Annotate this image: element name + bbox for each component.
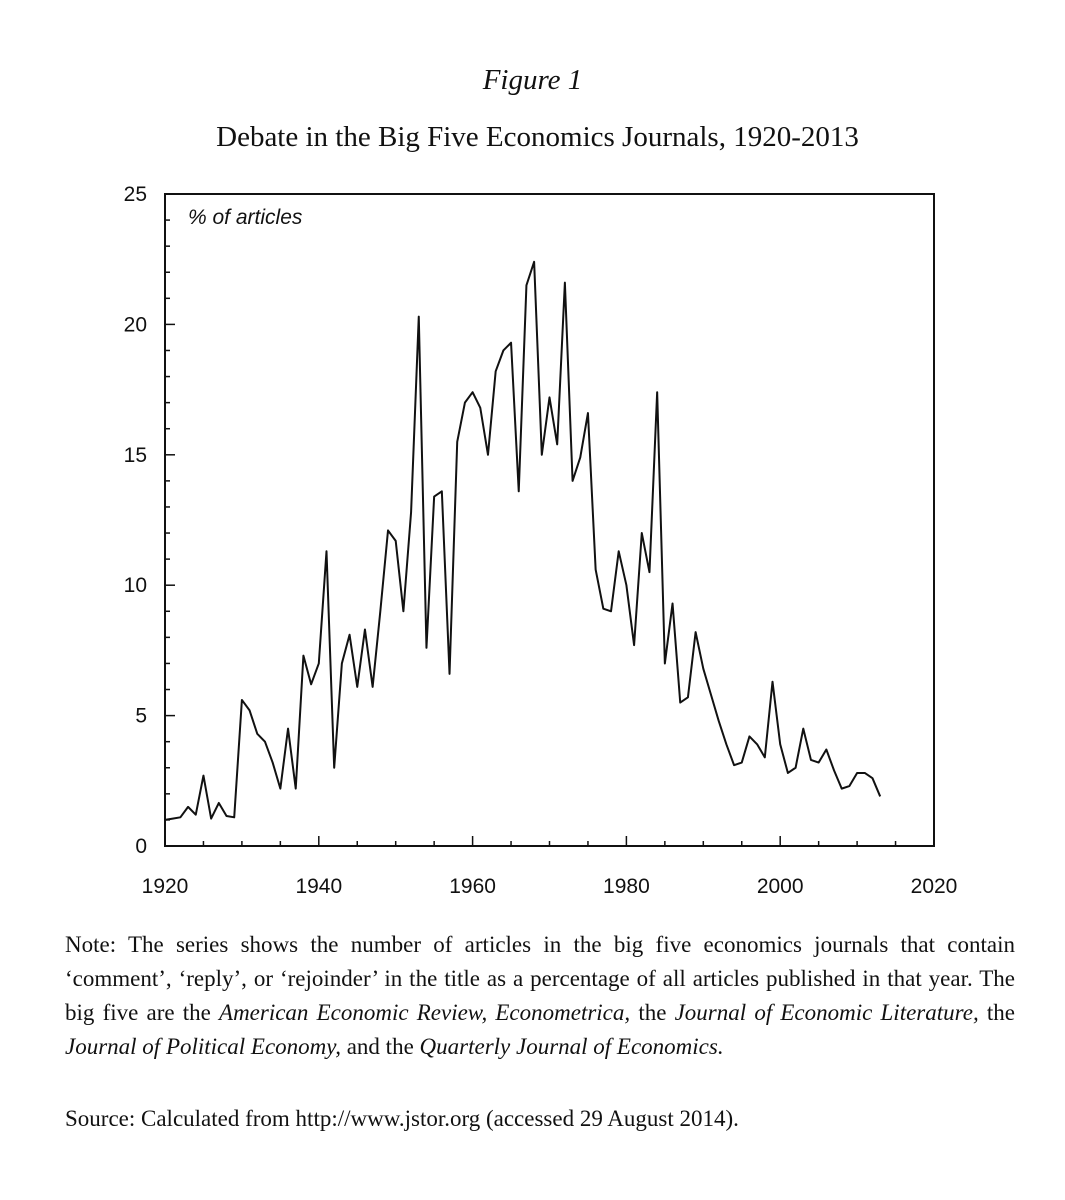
x-tick-label: 1960	[449, 875, 496, 898]
note-journal-4: Quarterly Journal of Economics.	[419, 1034, 724, 1059]
note-text-2: the	[630, 1000, 675, 1025]
note-text-3: the	[978, 1000, 1015, 1025]
x-axis: 1920 1940 1960 1980 2000 2020	[142, 836, 958, 898]
figure-note: Note: The series shows the number of art…	[65, 928, 1015, 1064]
x-tick-label: 2000	[757, 875, 804, 898]
x-tick-label: 1940	[295, 875, 342, 898]
y-tick-label: 25	[124, 183, 147, 206]
note-text-4: and the	[340, 1034, 420, 1059]
note-journal-1: American Economic Review, Econometrica,	[219, 1000, 631, 1025]
y-axis-unit-label: % of articles	[188, 206, 303, 229]
y-tick-label: 10	[124, 574, 147, 597]
note-text-1: Note: The series shows the number of art…	[65, 932, 1015, 1025]
note-journal-3: Journal of Political Economy,	[65, 1034, 341, 1059]
series-line	[164, 260, 882, 821]
y-tick-label: 0	[135, 835, 147, 858]
line-chart: 0 5 10 15 20 25 1920 1940 1960 1980 2000 2020 % of…	[124, 183, 958, 898]
plot-frame	[164, 193, 935, 847]
x-tick-label: 1920	[142, 875, 189, 898]
y-axis: 0 5 10 15 20 25	[124, 183, 175, 858]
chart-title: Debate in the Big Five Economics Journal…	[216, 121, 859, 153]
x-tick-label: 2020	[911, 875, 958, 898]
y-tick-label: 20	[124, 313, 147, 336]
note-journal-2: Journal of Economic Literature,	[674, 1000, 979, 1025]
figure-label: Figure 1	[482, 64, 583, 96]
figure-source: Source: Calculated from http://www.jstor…	[65, 1106, 739, 1131]
x-tick-label: 1980	[603, 875, 650, 898]
y-tick-label: 15	[124, 444, 147, 467]
y-tick-label: 5	[135, 705, 147, 728]
